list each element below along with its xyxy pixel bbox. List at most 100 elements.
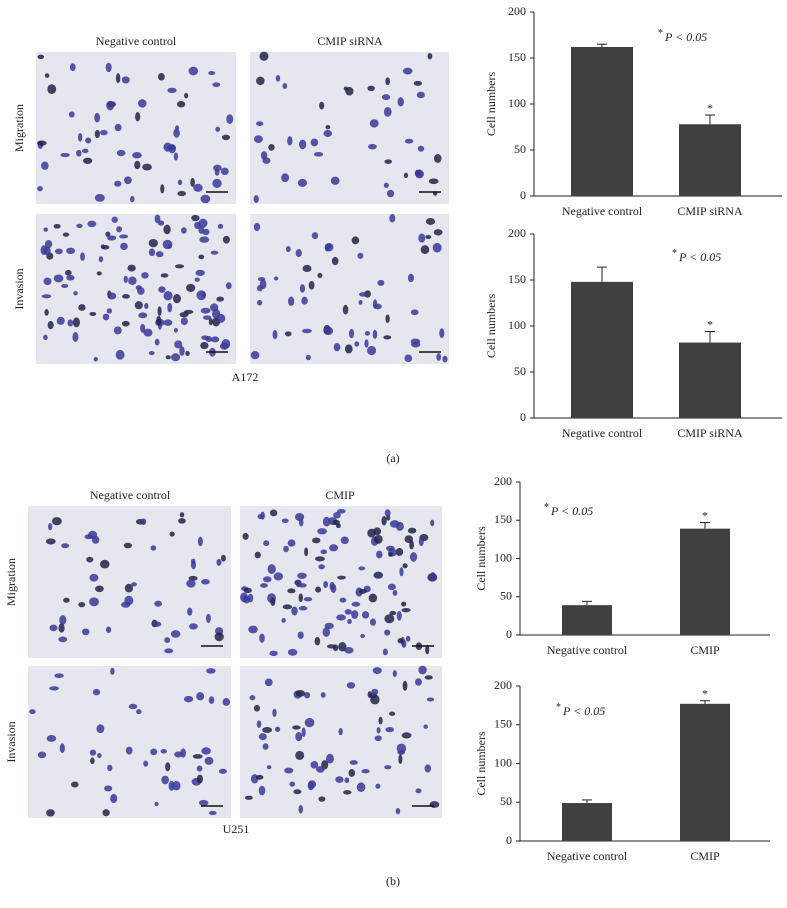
stained-cell: [148, 238, 158, 248]
stained-cell: [357, 252, 364, 259]
stained-cell: [89, 573, 99, 582]
stained-cell: [176, 100, 186, 108]
stained-cell: [313, 151, 324, 157]
stained-cell: [427, 52, 433, 60]
stained-cell: [106, 308, 113, 314]
stained-cell: [375, 573, 380, 578]
stained-cell: [208, 318, 213, 326]
stained-cell: [85, 137, 92, 144]
stained-cell: [293, 789, 302, 795]
stained-cell: [157, 220, 165, 226]
stained-cell: [143, 760, 149, 767]
significance-label: *: [702, 686, 708, 700]
stained-cell: [320, 549, 328, 555]
stained-cell: [396, 610, 402, 621]
stained-cell: [215, 126, 221, 132]
stained-cell: [134, 301, 143, 310]
stained-cell: [216, 313, 226, 323]
annotation: * P < 0.05: [672, 248, 721, 263]
y-tick-label: 100: [508, 96, 526, 110]
stained-cell: [283, 545, 289, 553]
stained-cell: [186, 283, 196, 292]
column-label: CMIP siRNA: [317, 34, 383, 48]
stained-cell: [397, 97, 404, 107]
stained-cell: [349, 760, 358, 765]
error-bar: [705, 114, 715, 125]
stained-cell: [425, 644, 430, 655]
stained-cell: [287, 588, 296, 594]
stained-cell: [37, 751, 47, 759]
stained-cell: [29, 709, 36, 715]
stained-cell: [93, 356, 98, 362]
stained-cell: [173, 293, 181, 304]
stained-cell: [399, 567, 404, 577]
stained-cell: [322, 516, 331, 527]
y-axis-label: Cell numbers: [484, 294, 498, 359]
stained-cell: [198, 799, 209, 806]
stained-cell: [338, 728, 343, 736]
error-bar: [705, 331, 715, 343]
stained-cell: [128, 703, 138, 710]
stained-cell: [342, 304, 349, 315]
stained-cell: [190, 560, 197, 570]
stained-cell: [336, 614, 346, 621]
y-tick-label: 150: [508, 50, 526, 64]
stained-cell: [186, 579, 196, 588]
stained-cell: [41, 161, 49, 170]
stained-cell: [81, 628, 90, 636]
stained-cell: [73, 291, 78, 296]
micrograph-background: [250, 52, 449, 204]
micrograph: [28, 506, 231, 658]
stained-cell: [96, 724, 105, 734]
stained-cell: [44, 308, 49, 316]
stained-cell: [140, 518, 147, 526]
stained-cell: [291, 606, 298, 616]
stained-cell: [287, 648, 298, 656]
stained-cell: [410, 338, 421, 345]
stained-cell: [289, 781, 296, 787]
stained-cell: [77, 132, 83, 142]
stained-cell: [163, 291, 173, 301]
stained-cell: [383, 106, 392, 117]
stained-cell: [154, 338, 160, 346]
stained-cell: [220, 554, 226, 562]
stained-cell: [179, 512, 185, 518]
stained-cell: [311, 232, 319, 240]
stained-cell: [154, 801, 159, 807]
stained-cell: [183, 695, 194, 703]
bar: [571, 46, 633, 197]
stained-cell: [304, 691, 311, 699]
y-tick-label: 50: [500, 794, 512, 808]
stained-cell: [339, 597, 347, 603]
stained-cell: [150, 545, 157, 551]
stained-cell: [177, 179, 183, 186]
stained-cell: [138, 312, 148, 319]
stained-cell: [43, 246, 51, 256]
stained-cell: [423, 724, 428, 729]
stained-cell: [381, 94, 391, 101]
stained-cell: [244, 795, 253, 800]
stained-cell: [304, 717, 315, 728]
stained-cell: [78, 601, 86, 608]
significance-label: *: [707, 317, 713, 331]
stained-cell: [375, 783, 381, 789]
stained-cell: [247, 593, 254, 603]
stained-cell: [351, 601, 361, 607]
stained-cell: [155, 251, 164, 258]
stained-cell: [160, 184, 165, 194]
stained-cell: [429, 572, 436, 582]
stained-cell: [202, 315, 212, 320]
stained-cell: [253, 704, 261, 712]
stained-cell: [210, 336, 220, 343]
stained-cell: [351, 610, 359, 619]
stained-cell: [433, 229, 443, 236]
stained-cell: [94, 112, 101, 123]
stained-cell: [152, 621, 162, 627]
stained-cell: [312, 537, 321, 544]
stained-cell: [78, 304, 86, 311]
stained-cell: [41, 294, 52, 299]
stained-cell: [323, 129, 332, 138]
stained-cell: [358, 299, 363, 305]
stained-cell: [174, 340, 183, 349]
stained-cell: [94, 129, 100, 139]
